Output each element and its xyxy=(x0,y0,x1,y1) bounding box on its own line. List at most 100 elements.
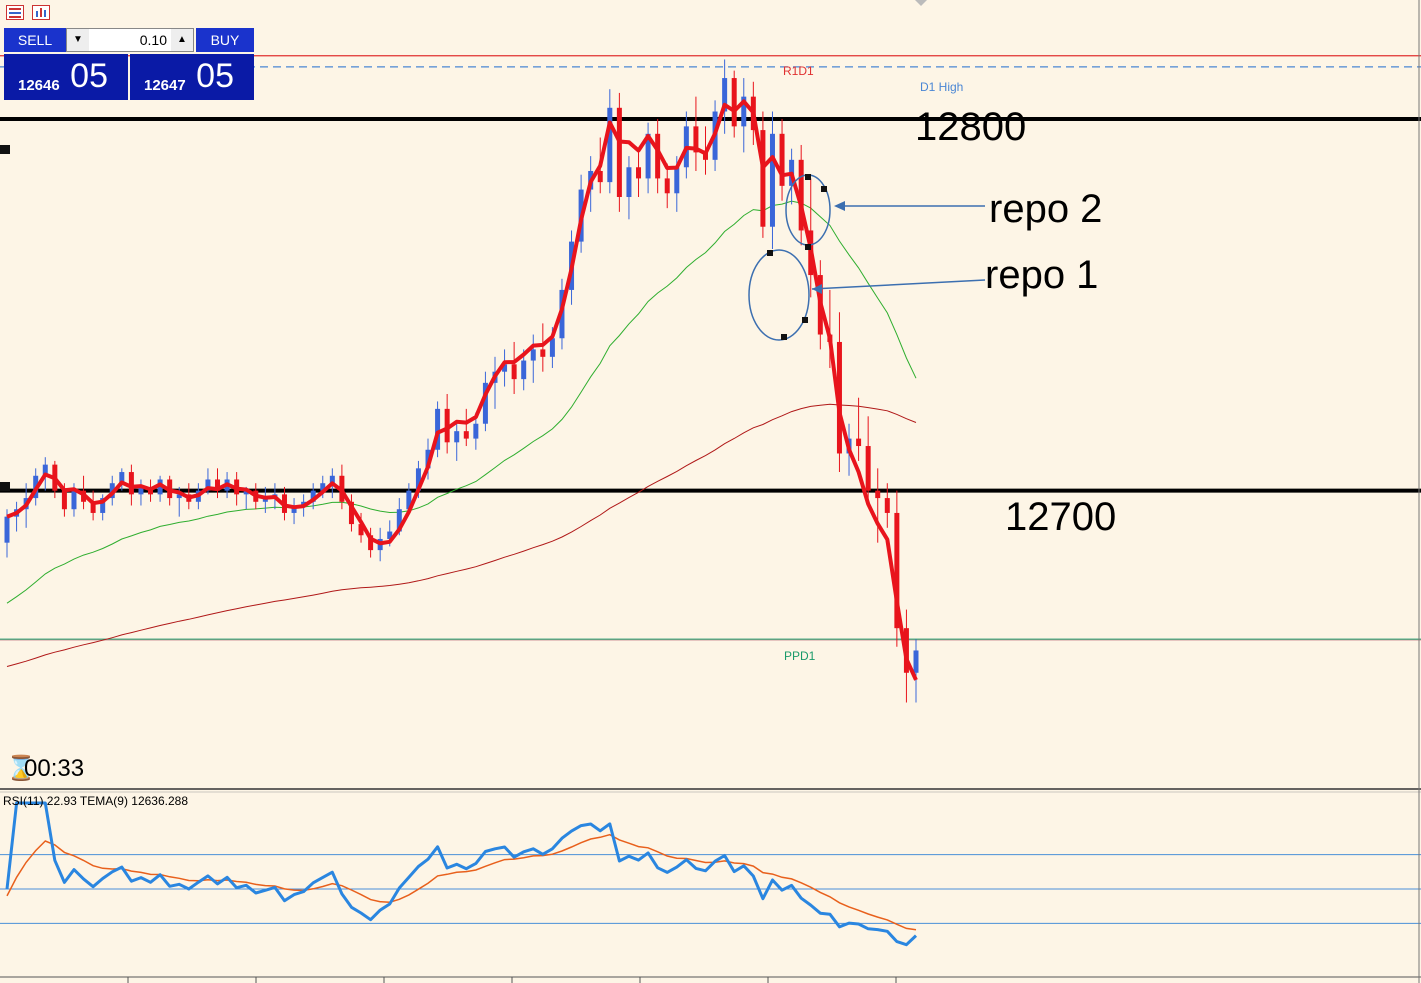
sell-button[interactable]: SELL xyxy=(4,28,66,52)
candle-bull xyxy=(425,449,431,469)
candle-bear xyxy=(511,364,517,380)
buy-price-big: 05 xyxy=(196,57,234,95)
candle-bear xyxy=(894,512,900,629)
buy-price-button[interactable]: 12647 05 xyxy=(130,54,254,100)
candle-bear xyxy=(540,349,546,357)
candle-bear xyxy=(128,472,134,495)
candle-bull xyxy=(435,408,441,450)
sell-price-button[interactable]: 12646 05 xyxy=(4,54,128,100)
rsi-line xyxy=(5,801,918,947)
candle-bear xyxy=(798,159,804,231)
candle-bull xyxy=(310,490,316,502)
candle-bull xyxy=(741,96,747,127)
ppd1-label: PPD1 xyxy=(784,649,816,663)
candle-bull xyxy=(243,490,249,495)
candle-bear xyxy=(760,130,766,227)
d1high-label: D1 High xyxy=(920,80,963,94)
candle-bear xyxy=(368,535,374,551)
lot-stepper[interactable]: ▼ ▲ xyxy=(66,28,194,52)
sell-price-small: 12646 xyxy=(18,77,60,94)
repo1-ellipse xyxy=(748,249,810,341)
candle-bull xyxy=(530,349,536,361)
scroll-marker[interactable] xyxy=(915,0,927,6)
candle-bull xyxy=(645,133,651,179)
candle-bear xyxy=(348,501,354,525)
ma-darkred-line xyxy=(6,403,917,667)
repo2-label: repo 2 xyxy=(989,187,1102,231)
level-12700-label: 12700 xyxy=(1005,495,1116,539)
rsi-pane xyxy=(0,801,1421,947)
candle-bull xyxy=(291,505,297,513)
handle-point[interactable] xyxy=(805,244,811,250)
tema-line xyxy=(6,99,918,681)
tema-line xyxy=(6,99,918,681)
handle-point[interactable] xyxy=(802,317,808,323)
candle-bear xyxy=(597,170,603,183)
candle-bear xyxy=(779,133,785,186)
annotations xyxy=(0,145,986,491)
candle-bull xyxy=(138,486,144,495)
candle-bull xyxy=(502,364,508,372)
candle-bull xyxy=(176,494,182,499)
handle-point[interactable] xyxy=(805,174,811,180)
candle-bull xyxy=(415,468,421,491)
lot-input[interactable] xyxy=(91,30,167,50)
candle-bear xyxy=(215,479,221,491)
list-icon[interactable] xyxy=(6,5,24,20)
indicator-label: RSI(11) 22.93 TEMA(9) 12636.288 xyxy=(3,794,188,808)
candle-bear xyxy=(61,490,67,510)
candle-bear xyxy=(358,524,364,536)
candle-bull xyxy=(722,78,728,112)
timer-value: 00:33 xyxy=(24,755,85,782)
bar-timer: ⌛00:33 xyxy=(6,754,84,783)
candle-bear xyxy=(636,167,642,179)
candle-bear xyxy=(616,107,622,197)
handle-point[interactable] xyxy=(781,334,787,340)
candle-bull xyxy=(406,490,412,510)
candle-bull xyxy=(626,167,632,197)
lot-increase-icon[interactable]: ▲ xyxy=(171,29,193,51)
candle-bull xyxy=(396,509,402,532)
candle-bull xyxy=(119,472,125,484)
repo2-arrow-head xyxy=(834,201,845,211)
candle-bull xyxy=(320,483,326,491)
buy-button[interactable]: BUY xyxy=(196,28,254,52)
candle-bear xyxy=(664,178,670,194)
candle-bear xyxy=(865,446,871,491)
candle-bull xyxy=(549,338,555,357)
buy-price-small: 12647 xyxy=(144,77,186,94)
candle-bear xyxy=(693,126,699,153)
candle-bear xyxy=(884,498,890,513)
time-axis-ticks xyxy=(127,977,897,983)
candle-bull xyxy=(329,475,335,484)
handle-point[interactable] xyxy=(767,250,773,256)
candle-bear xyxy=(655,133,661,179)
candle-bull xyxy=(262,498,268,502)
lot-decrease-icon[interactable]: ▼ xyxy=(67,29,89,51)
candle-bull xyxy=(71,490,77,510)
candle-bull xyxy=(607,107,613,183)
sell-price-big: 05 xyxy=(70,57,108,95)
hourglass-icon: ⌛ xyxy=(6,755,36,782)
candle-bear xyxy=(875,490,881,499)
candle-bear xyxy=(463,431,469,439)
candle-bull xyxy=(454,431,460,443)
level-12800-label: 12800 xyxy=(915,105,1026,149)
line-handle[interactable] xyxy=(0,145,10,154)
r1d1-label: R1D1 xyxy=(783,64,814,78)
candle-bull xyxy=(769,133,775,227)
candle-bull xyxy=(205,479,211,491)
candle-bull xyxy=(387,531,393,539)
candle-bull xyxy=(42,464,48,476)
candle-bear xyxy=(90,501,96,513)
candle-bear xyxy=(731,78,737,127)
repo1-label: repo 1 xyxy=(985,253,1098,297)
handle-point[interactable] xyxy=(821,186,827,192)
candle-bull xyxy=(157,479,163,495)
repo1-arrow-head xyxy=(812,284,822,294)
candle-bear xyxy=(856,438,862,447)
candle-bull xyxy=(100,498,106,513)
line-handle[interactable] xyxy=(0,482,10,491)
chart-icon[interactable] xyxy=(32,5,50,20)
